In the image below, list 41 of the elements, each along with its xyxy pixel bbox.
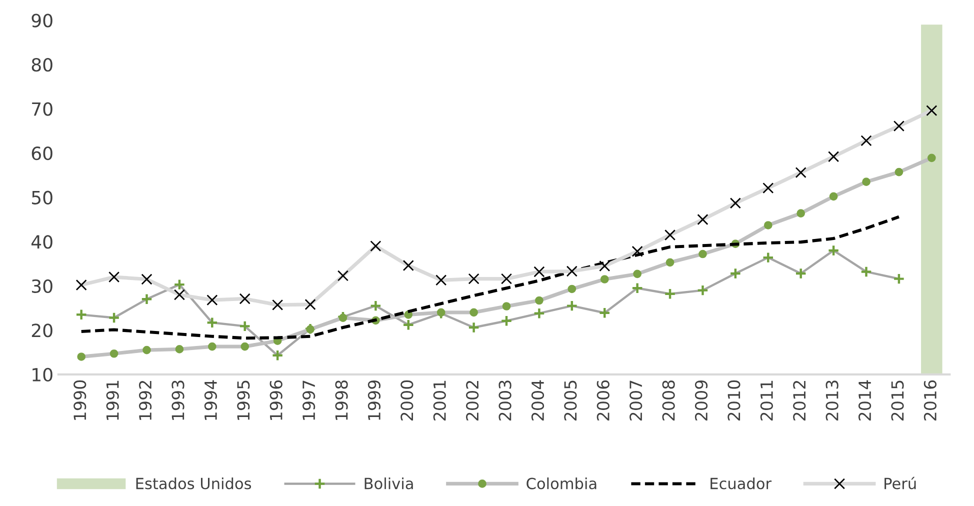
- x-tick-label: 2002: [466, 380, 479, 420]
- x-tick-label: 2006: [596, 380, 610, 420]
- legend-label: Estados Unidos: [136, 477, 252, 490]
- x-tick-label: 2004: [531, 380, 544, 420]
- x-tick-label: 1998: [335, 380, 348, 420]
- x-tick-label: 1994: [204, 380, 217, 420]
- x-tick-label: 2014: [858, 380, 872, 420]
- x-tick-label: 1990: [74, 380, 86, 420]
- legend-label: Colombia: [526, 477, 596, 490]
- y-tick-label: 10: [32, 368, 52, 382]
- x-tick-label: 2015: [891, 380, 904, 420]
- y-tick-label: 30: [32, 279, 52, 294]
- x-tick-label: 1991: [106, 380, 119, 420]
- x-tick-label: 2001: [433, 380, 446, 420]
- y-tick-label: 20: [32, 324, 52, 338]
- x-tick-label: 2008: [662, 380, 675, 420]
- x-tick-label: 1996: [270, 380, 282, 420]
- x-tick-label: 1992: [138, 380, 152, 420]
- x-tick-label: 2012: [793, 380, 806, 420]
- y-tick-label: 80: [32, 58, 52, 72]
- x-tick-label: 2005: [564, 380, 577, 420]
- x-tick-label: 2007: [630, 380, 642, 420]
- x-tick-label: 1995: [237, 380, 250, 420]
- x-tick-label: 2010: [728, 380, 740, 420]
- legend-label: Ecuador: [710, 477, 772, 490]
- legend-label: Perú: [884, 476, 916, 490]
- y-tick-label: 70: [32, 102, 52, 116]
- x-tick-label: 2011: [760, 380, 773, 420]
- x-tick-label: 2016: [924, 380, 936, 420]
- y-tick-label: 60: [32, 146, 52, 160]
- legend-label: Bolivia: [364, 477, 413, 490]
- y-tick-label: 90: [32, 14, 52, 28]
- x-tick-label: 2009: [694, 380, 708, 420]
- y-tick-label: 50: [32, 190, 52, 204]
- x-tick-label: 2013: [826, 380, 838, 420]
- x-tick-label: 1999: [368, 380, 381, 420]
- y-tick-label: 40: [31, 235, 52, 249]
- x-tick-label: 2000: [400, 380, 414, 420]
- x-tick-label: 2003: [498, 380, 512, 420]
- x-tick-label: 1997: [302, 380, 316, 420]
- x-tick-label: 1993: [172, 380, 184, 420]
